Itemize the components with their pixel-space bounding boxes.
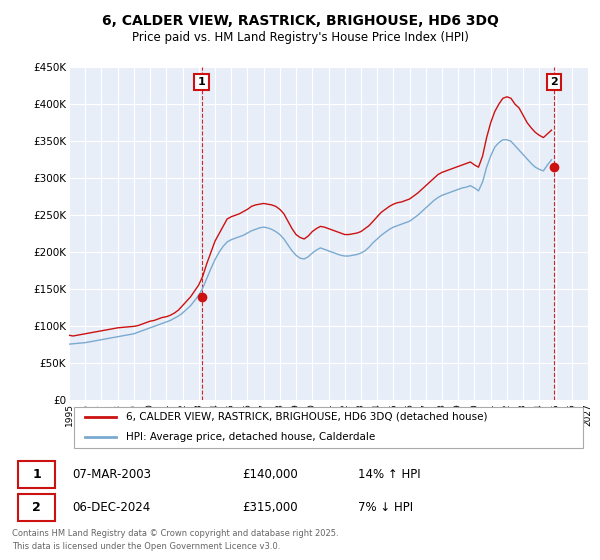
FancyBboxPatch shape [74, 407, 583, 449]
Text: 2: 2 [32, 501, 41, 514]
FancyBboxPatch shape [18, 494, 55, 521]
Text: 1: 1 [32, 468, 41, 481]
Text: Price paid vs. HM Land Registry's House Price Index (HPI): Price paid vs. HM Land Registry's House … [131, 31, 469, 44]
Text: 14% ↑ HPI: 14% ↑ HPI [358, 468, 420, 481]
Text: 07-MAR-2003: 07-MAR-2003 [73, 468, 151, 481]
Text: Contains HM Land Registry data © Crown copyright and database right 2025.
This d: Contains HM Land Registry data © Crown c… [12, 529, 338, 550]
Text: 2: 2 [550, 77, 558, 87]
Text: £315,000: £315,000 [242, 501, 298, 514]
Text: HPI: Average price, detached house, Calderdale: HPI: Average price, detached house, Cald… [126, 432, 376, 442]
FancyBboxPatch shape [18, 461, 55, 488]
Text: 7% ↓ HPI: 7% ↓ HPI [358, 501, 413, 514]
Text: 6, CALDER VIEW, RASTRICK, BRIGHOUSE, HD6 3DQ (detached house): 6, CALDER VIEW, RASTRICK, BRIGHOUSE, HD6… [126, 412, 488, 422]
Text: 6, CALDER VIEW, RASTRICK, BRIGHOUSE, HD6 3DQ: 6, CALDER VIEW, RASTRICK, BRIGHOUSE, HD6… [101, 14, 499, 28]
Text: £140,000: £140,000 [242, 468, 298, 481]
Text: 1: 1 [198, 77, 206, 87]
Text: 06-DEC-2024: 06-DEC-2024 [73, 501, 151, 514]
